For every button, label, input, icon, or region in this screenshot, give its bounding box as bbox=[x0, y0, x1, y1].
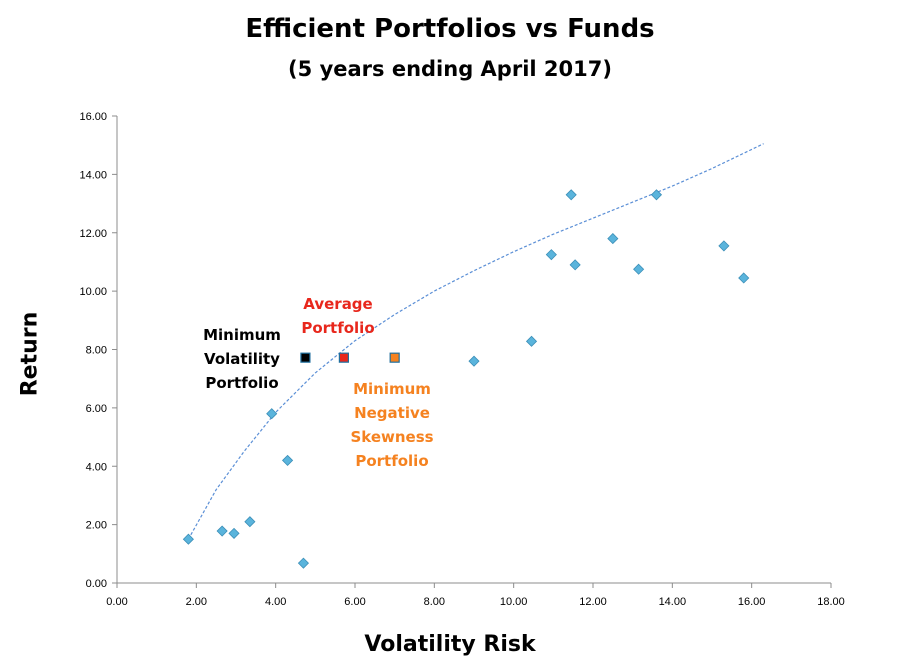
fund-point bbox=[282, 454, 294, 466]
x-axis-label: Volatility Risk bbox=[364, 632, 536, 657]
fund-point bbox=[738, 272, 750, 284]
fund-point bbox=[297, 557, 309, 569]
fund-point bbox=[650, 189, 663, 201]
y-tick-label: 8.00 bbox=[86, 345, 107, 357]
y-tick-label: 2.00 bbox=[86, 520, 107, 532]
portfolio-point bbox=[389, 352, 400, 363]
fund-point bbox=[565, 189, 577, 201]
chart-subtitle: (5 years ending April 2017) bbox=[288, 57, 612, 81]
fund-point bbox=[266, 408, 278, 420]
portfolio-label: Average bbox=[303, 295, 372, 313]
portfolio-label: Minimum bbox=[353, 380, 431, 398]
x-tick-label: 0.00 bbox=[106, 596, 127, 608]
fund-point bbox=[607, 233, 619, 245]
fund-point bbox=[468, 355, 480, 367]
x-tick-label: 16.00 bbox=[738, 596, 766, 608]
y-tick-label: 10.00 bbox=[79, 286, 107, 298]
fund-point bbox=[525, 335, 538, 347]
fund-point bbox=[228, 527, 240, 539]
x-tick-label: 8.00 bbox=[424, 596, 445, 608]
portfolio-point bbox=[300, 352, 311, 363]
x-tick-label: 4.00 bbox=[265, 596, 286, 608]
x-tick-label: 18.00 bbox=[817, 596, 845, 608]
fund-point bbox=[718, 240, 730, 252]
x-tick-label: 6.00 bbox=[344, 596, 365, 608]
fund-point bbox=[569, 259, 581, 271]
fund-point bbox=[545, 249, 557, 261]
portfolio-point bbox=[338, 352, 349, 363]
fund-point bbox=[216, 525, 228, 537]
fund-point bbox=[182, 533, 194, 545]
fund-point bbox=[244, 516, 256, 528]
x-tick-label: 2.00 bbox=[186, 596, 207, 608]
fund-point bbox=[633, 263, 645, 275]
y-tick-label: 16.00 bbox=[79, 111, 107, 123]
y-tick-label: 4.00 bbox=[86, 461, 107, 473]
portfolio-label: Volatility bbox=[204, 350, 280, 368]
portfolio-label: Minimum bbox=[203, 326, 281, 344]
y-tick-label: 0.00 bbox=[86, 578, 107, 590]
x-tick-label: 10.00 bbox=[500, 596, 528, 608]
portfolio-label: Skewness bbox=[350, 428, 433, 446]
efficient-frontier-line bbox=[187, 143, 764, 540]
y-tick-label: 6.00 bbox=[86, 403, 107, 415]
chart-title: Efficient Portfolios vs Funds bbox=[245, 14, 655, 44]
portfolio-label: Portfolio bbox=[205, 374, 278, 392]
portfolio-label: Portfolio bbox=[301, 319, 374, 337]
x-tick-label: 12.00 bbox=[579, 596, 607, 608]
portfolio-label: Negative bbox=[354, 404, 430, 422]
y-tick-label: 12.00 bbox=[79, 228, 107, 240]
y-tick-label: 14.00 bbox=[79, 169, 107, 181]
x-tick-label: 14.00 bbox=[659, 596, 687, 608]
portfolio-label: Portfolio bbox=[355, 452, 428, 470]
